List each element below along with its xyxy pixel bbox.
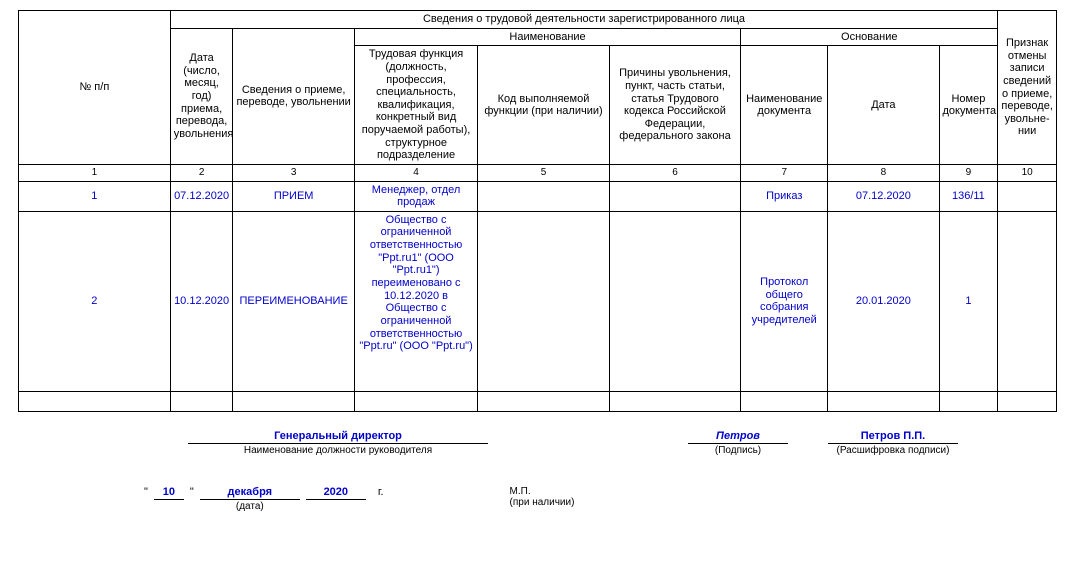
cell-reason — [609, 211, 741, 391]
date-caption: (дата) — [236, 500, 264, 512]
col-header-docdate: Дата — [828, 46, 939, 165]
colnum-3: 3 — [233, 165, 354, 182]
decode-value: Петров П.П. — [828, 430, 958, 444]
colnum-6: 6 — [609, 165, 741, 182]
cell-code — [478, 181, 610, 211]
cell-docnum: 1 — [939, 211, 998, 391]
date-year: 2020 — [306, 486, 366, 500]
position-block: Генеральный директор Наименование должно… — [188, 430, 488, 456]
colnum-5: 5 — [478, 165, 610, 182]
signature-caption: (Подпись) — [715, 444, 761, 456]
col-header-reason: Причины увольнения, пункт, часть статьи,… — [609, 46, 741, 165]
colnum-2: 2 — [170, 165, 233, 182]
cell-n: 1 — [19, 181, 171, 211]
cell-action: ПЕРЕИМЕНОВАНИЕ — [233, 211, 354, 391]
group-header-name: Наименование — [354, 28, 740, 46]
stamp-block: М.П. (при наличии) — [510, 486, 575, 508]
col-header-docnum: Номер документа — [939, 46, 998, 165]
cell-reason — [609, 181, 741, 211]
position-value: Генеральный директор — [188, 430, 488, 443]
cell-docname: Приказ — [741, 181, 828, 211]
col-header-date: Дата (число, месяц, год) приема, перевод… — [170, 28, 233, 164]
col-header-n: № п/п — [19, 11, 171, 165]
date-g: г. — [372, 486, 384, 498]
cell-docnum: 136/11 — [939, 181, 998, 211]
cell-action: ПРИЕМ — [233, 181, 354, 211]
col-header-cancel: Признак отмены записи сведений о приеме,… — [998, 11, 1057, 165]
col-header-code: Код выполняемой функции (при наличии) — [478, 46, 610, 165]
colnum-1: 1 — [19, 165, 171, 182]
group-header-basis: Основание — [741, 28, 998, 46]
cell-date: 07.12.2020 — [170, 181, 233, 211]
cell-date: 10.12.2020 — [170, 211, 233, 391]
cell-cancel — [998, 181, 1057, 211]
col-header-docname: Наименование документа — [741, 46, 828, 165]
decode-caption: (Расшифровка подписи) — [837, 444, 950, 456]
col-header-func: Трудовая функция (должность, профессия, … — [354, 46, 477, 165]
stamp-note: (при наличии) — [510, 497, 575, 508]
superheader: Сведения о трудовой деятельности зарегис… — [170, 11, 998, 29]
table-row: 2 10.12.2020 ПЕРЕИМЕНОВАНИЕ Общество с о… — [19, 211, 1057, 391]
cell-cancel — [998, 211, 1057, 391]
cell-n: 2 — [19, 211, 171, 391]
stamp-mp: М.П. — [510, 486, 575, 497]
date-month: декабря — [200, 486, 300, 500]
col-header-action: Сведения о приеме, переводе, увольнении — [233, 28, 354, 164]
signature-block: Петров (Подпись) — [688, 430, 788, 456]
signature-value: Петров — [688, 430, 788, 444]
empty-row — [19, 391, 1057, 411]
cell-docdate: 20.01.2020 — [828, 211, 939, 391]
cell-docname: Протокол общего собрания учредителей — [741, 211, 828, 391]
cell-func: Общество с ограниченной ответственностью… — [354, 211, 477, 391]
colnum-7: 7 — [741, 165, 828, 182]
colnum-9: 9 — [939, 165, 998, 182]
table-row: 1 07.12.2020 ПРИЕМ Менеджер, отдел прода… — [19, 181, 1057, 211]
cell-func: Менеджер, отдел продаж — [354, 181, 477, 211]
employment-table: № п/п Сведения о трудовой деятельности з… — [18, 10, 1057, 412]
decode-block: Петров П.П. (Расшифровка подписи) — [828, 430, 958, 456]
signature-area: Генеральный директор Наименование должно… — [18, 430, 1057, 512]
colnum-10: 10 — [998, 165, 1057, 182]
cell-code — [478, 211, 610, 391]
date-day: 10 — [154, 486, 184, 500]
colnum-8: 8 — [828, 165, 939, 182]
position-caption: Наименование должности руководителя — [188, 443, 488, 456]
quote-open: " — [144, 486, 148, 498]
quote-close: " — [190, 486, 194, 498]
colnum-4: 4 — [354, 165, 477, 182]
cell-docdate: 07.12.2020 — [828, 181, 939, 211]
